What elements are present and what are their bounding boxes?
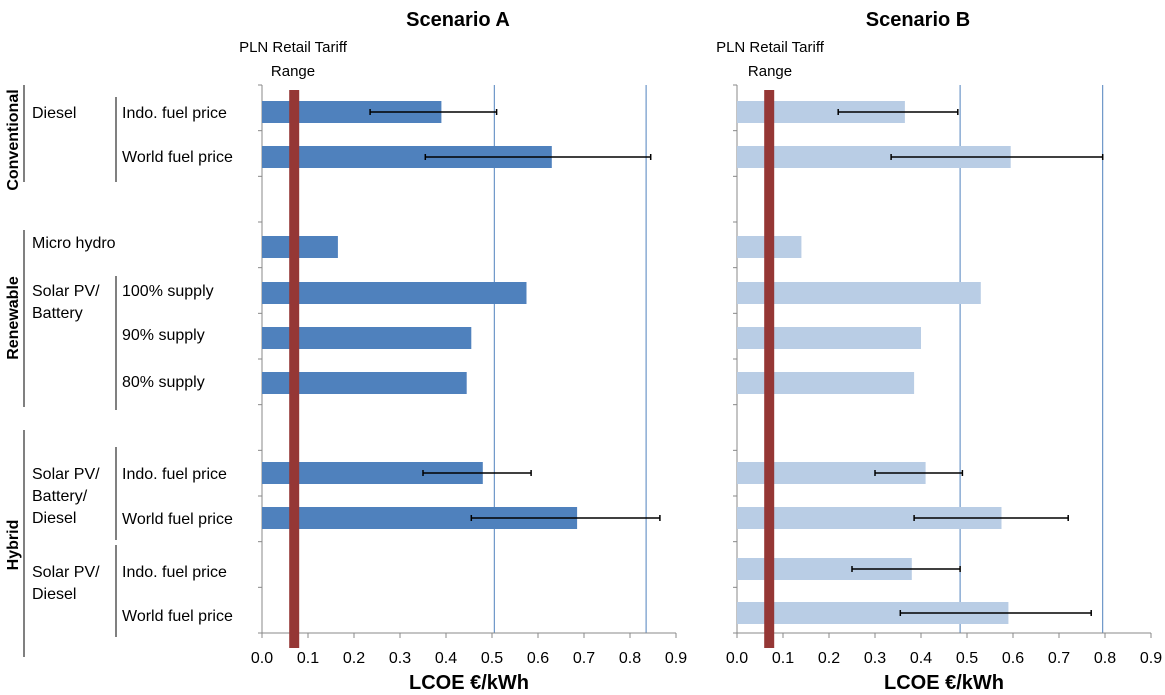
subgroup-label-diesel: Diesel (32, 105, 76, 122)
bar (737, 558, 912, 580)
x-tick-label: 0.7 (1048, 650, 1070, 667)
label-line: Battery/ (32, 488, 88, 505)
row-label-diesel-indo: Indo. fuel price (122, 105, 227, 122)
x-tick-label: 0.1 (772, 650, 794, 667)
bar (262, 327, 472, 349)
x-tick-label: 0.3 (864, 650, 886, 667)
bar (262, 146, 552, 168)
x-tick-label: 0.5 (956, 650, 978, 667)
tariff-band (764, 90, 775, 648)
chart-title: Scenario A (406, 9, 510, 31)
subgroup-label-solar-pv-diesel: Solar PV/Diesel (32, 564, 100, 603)
tariff-label-line1: PLN Retail Tariff (239, 39, 348, 56)
group-label-hybrid: Hybrid (5, 520, 22, 571)
bar (262, 282, 527, 304)
bar (262, 507, 578, 529)
row-label-hybrid2-world: World fuel price (122, 608, 233, 625)
bar (737, 602, 1009, 624)
x-tick-label: 0.9 (665, 650, 687, 667)
bar (737, 372, 915, 394)
chart-title: Scenario B (866, 9, 970, 31)
row-label-diesel-world: World fuel price (122, 149, 233, 166)
row-label-pv-100: 100% supply (122, 283, 214, 300)
row-label-hybrid1-world: World fuel price (122, 511, 233, 528)
label-line: Solar PV/ (32, 466, 100, 483)
bar (737, 282, 981, 304)
x-tick-label: 0.8 (1094, 650, 1116, 667)
label-line: Diesel (32, 510, 76, 527)
tariff-label-line1: PLN Retail Tariff (716, 39, 825, 56)
x-tick-label: 0.8 (619, 650, 641, 667)
row-label-hybrid2-indo: Indo. fuel price (122, 564, 227, 581)
bar (737, 327, 921, 349)
bar (262, 236, 338, 258)
label-line: Battery (32, 305, 83, 322)
x-tick-label: 0.0 (251, 650, 273, 667)
tariff-label-line2: Range (271, 63, 315, 80)
tariff-band (289, 90, 300, 648)
subgroup-label-micro-hydro: Micro hydro (32, 235, 116, 252)
scenario-a-panel: Scenario A PLN Retail Tariff Range 0.0 0.1 0.… (239, 9, 687, 694)
bar (737, 101, 905, 123)
x-tick-label: 0.5 (481, 650, 503, 667)
x-tick-label: 0.6 (1002, 650, 1024, 667)
row-label-pv-90: 90% supply (122, 327, 205, 344)
x-tick-label: 0.2 (343, 650, 365, 667)
bar (262, 372, 467, 394)
bar (262, 462, 483, 484)
label-line: Solar PV/ (32, 564, 100, 581)
subgroup-label-solar-pv-battery: Solar PV/Battery (32, 283, 100, 322)
bar (737, 146, 1011, 168)
x-tick-label: 0.0 (726, 650, 748, 667)
subgroup-label-solar-pv-battery-diesel: Solar PV/Battery/Diesel (32, 466, 100, 527)
row-label-hybrid1-indo: Indo. fuel price (122, 466, 227, 483)
bar (737, 507, 1002, 529)
x-axis-label: LCOE €/kWh (884, 672, 1004, 694)
x-tick-label: 0.1 (297, 650, 319, 667)
x-tick-label: 0.4 (910, 650, 932, 667)
scenario-b-panel: Scenario B PLN Retail Tariff Range 0.0 0.1 0.… (716, 9, 1162, 694)
label-line: Solar PV/ (32, 283, 100, 300)
x-axis-label: LCOE €/kWh (409, 672, 529, 694)
label-line: Diesel (32, 586, 76, 603)
x-tick-label: 0.6 (527, 650, 549, 667)
x-tick-label: 0.9 (1140, 650, 1162, 667)
x-tick-label: 0.2 (818, 650, 840, 667)
row-label-pv-80: 80% supply (122, 374, 205, 391)
x-tick-label: 0.3 (389, 650, 411, 667)
x-tick-label: 0.7 (573, 650, 595, 667)
x-tick-label: 0.4 (435, 650, 457, 667)
tariff-label-line2: Range (748, 63, 792, 80)
bar (737, 462, 926, 484)
bar (262, 101, 442, 123)
row-labels: Conventional Renewable Hybrid Diesel Mic… (5, 85, 233, 657)
group-label-conventional: Conventional (5, 89, 22, 190)
group-label-renewable: Renewable (5, 276, 22, 360)
